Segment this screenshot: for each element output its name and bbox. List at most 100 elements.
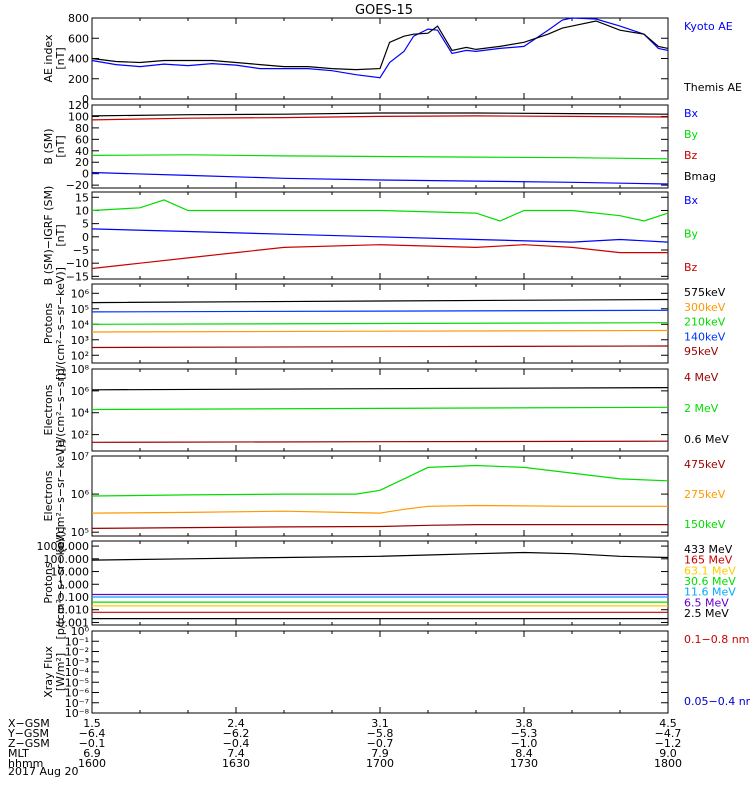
- legend-entry: 475keV: [684, 458, 726, 471]
- panel-frame: [91, 191, 669, 280]
- series-line: [91, 322, 669, 325]
- ephem-value: −0.4: [223, 737, 250, 750]
- y-axis-label: [p/(cm²−s−sr−keV)]: [54, 267, 67, 380]
- ephem-value: 2.4: [227, 717, 245, 730]
- series-line: [91, 228, 669, 243]
- y-tick-label: 10⁻²: [65, 646, 89, 659]
- legend-entry: Kyoto AE: [684, 20, 733, 33]
- y-tick-label: 200: [68, 73, 89, 86]
- y-tick-label: 0.001: [58, 616, 90, 629]
- series-line: [91, 244, 668, 270]
- ephem-row-label: Z−GSM: [8, 737, 50, 750]
- y-axis-label: [nT]: [54, 224, 67, 246]
- ephem-value: 7.4: [227, 747, 245, 760]
- legend-entry: 11.6 MeV: [684, 586, 736, 599]
- legend-entry: 0.1−0.8 nm: [684, 633, 749, 646]
- legend-entry: 2.5 MeV: [684, 607, 729, 620]
- ephem-row-label: Y−GSM: [7, 727, 49, 740]
- y-tick-label: 10⁴: [71, 407, 90, 420]
- y-tick-label: 10⁻⁷: [65, 697, 89, 710]
- y-tick-label: −15: [66, 270, 89, 283]
- series-line: [91, 523, 668, 530]
- ephem-value: −1.2: [655, 737, 682, 750]
- y-axis-label: [nT]: [54, 47, 67, 69]
- y-axis-label: Protons: [42, 303, 55, 344]
- y-axis-label: Electrons: [42, 470, 55, 521]
- y-tick-label: 10.000: [51, 566, 90, 579]
- y-tick-label: 20: [75, 156, 89, 169]
- legend-entry: 63.1 MeV: [684, 564, 736, 577]
- y-tick-label: 10⁻⁶: [65, 687, 90, 700]
- y-tick-label: 80: [75, 122, 89, 135]
- y-axis-label: B (SM): [42, 128, 55, 164]
- legend-entry: 2 MeV: [684, 402, 719, 415]
- y-tick-label: 10⁶: [71, 287, 90, 300]
- y-tick-label: 10²: [71, 429, 89, 442]
- ephem-value: 4.5: [659, 717, 677, 730]
- series-line: [91, 551, 669, 561]
- ephem-value: −4.7: [655, 727, 682, 740]
- y-tick-label: 10⁵: [71, 526, 89, 539]
- ephem-value: 9.0: [659, 747, 677, 760]
- ephem-value: 8.4: [515, 747, 533, 760]
- ephem-value: −0.1: [79, 737, 106, 750]
- y-tick-label: 5: [82, 218, 89, 231]
- legend-entry: 30.6 MeV: [684, 575, 736, 588]
- panel-frame: [91, 17, 669, 100]
- y-axis-label: Protons: [42, 562, 55, 603]
- y-tick-label: 100: [68, 110, 89, 123]
- y-tick-label: 10⁻⁵: [65, 676, 89, 689]
- series-line: [91, 154, 669, 160]
- y-tick-label: 15: [75, 191, 89, 204]
- y-axis-label: AE index: [42, 34, 55, 83]
- y-tick-label: 10⁻⁴: [65, 666, 90, 679]
- ephem-value: 1730: [510, 757, 538, 770]
- y-tick-label: 0: [82, 168, 89, 181]
- legend-entry: Bmag: [684, 170, 716, 183]
- legend-entry: By: [684, 228, 699, 241]
- y-tick-label: 10³: [71, 334, 89, 347]
- series-line: [91, 329, 669, 333]
- series-line: [91, 464, 669, 497]
- series-line: [91, 115, 669, 121]
- legend-entry: 575keV: [684, 286, 726, 299]
- y-tick-label: 10⁸: [71, 363, 90, 376]
- y-axis-label: [W/m²]: [54, 653, 67, 691]
- legend-entry: 0.05−0.4 nm: [684, 695, 750, 708]
- series-line: [91, 171, 669, 185]
- legend-entry: Bz: [684, 261, 698, 274]
- legend-entry: 150keV: [684, 518, 726, 531]
- y-axis-label: [p/(cm²−s−sr−keV)]: [54, 527, 67, 640]
- y-tick-label: 10⁴: [71, 318, 90, 331]
- series-line: [91, 345, 669, 349]
- legend-entry: Themis AE: [683, 81, 742, 94]
- legend-entry: 300keV: [684, 301, 726, 314]
- panel-frame: [91, 630, 669, 714]
- panel-frame: [91, 368, 669, 452]
- ephem-row-label: X−GSM: [8, 717, 50, 730]
- y-tick-label: 10⁶: [71, 488, 90, 501]
- y-axis-label: [e/(cm²−s−sr−keV)]: [54, 440, 67, 553]
- y-tick-label: 100.000: [44, 553, 90, 566]
- legend-entry: 140keV: [684, 330, 726, 343]
- y-axis-label: [nT]: [54, 135, 67, 157]
- y-tick-label: 10⁶: [71, 385, 90, 398]
- y-tick-label: −10: [66, 257, 89, 270]
- y-tick-label: 400: [68, 53, 89, 66]
- series-line: [91, 406, 669, 411]
- y-tick-label: 10⁷: [71, 450, 89, 463]
- legend-entry: Bx: [684, 107, 699, 120]
- series-line: [91, 440, 669, 443]
- ephem-value: −5.3: [511, 727, 538, 740]
- ephem-value: 3.8: [515, 717, 533, 730]
- panel-protons: 10² 10³ 10⁴ 10⁵ 10⁶ Protons [p/(cm²−s−sr−keV)]…: [42, 267, 726, 380]
- y-tick-label: 60: [75, 133, 89, 146]
- legend-entry: 210keV: [684, 316, 726, 329]
- y-tick-label: 0: [82, 93, 89, 106]
- y-axis-label: Electrons: [42, 384, 55, 435]
- y-tick-label: 10⁻⁸: [65, 707, 90, 720]
- y-tick-label: 1000.000: [37, 540, 90, 553]
- y-tick-label: 10⁻¹: [65, 635, 89, 648]
- series-line: [91, 17, 669, 79]
